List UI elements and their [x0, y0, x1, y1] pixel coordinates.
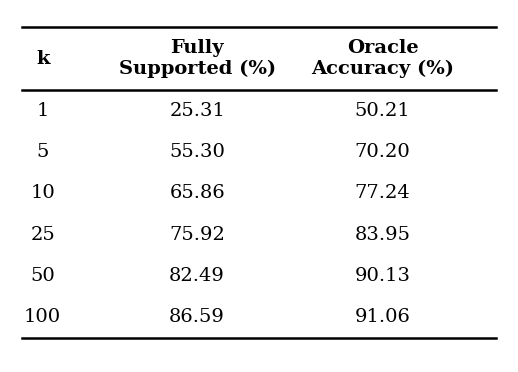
Text: 75.92: 75.92	[169, 226, 225, 244]
Text: 100: 100	[24, 308, 61, 327]
Text: 82.49: 82.49	[169, 267, 225, 285]
Text: 77.24: 77.24	[355, 185, 411, 202]
Text: 86.59: 86.59	[169, 308, 225, 327]
Text: 10: 10	[30, 185, 55, 202]
Text: 50: 50	[30, 267, 55, 285]
Text: Oracle
Accuracy (%): Oracle Accuracy (%)	[311, 39, 454, 78]
Text: 65.86: 65.86	[169, 185, 225, 202]
Text: 1: 1	[36, 102, 49, 120]
Text: 55.30: 55.30	[169, 143, 225, 161]
Text: 5: 5	[36, 143, 49, 161]
Text: 91.06: 91.06	[355, 308, 411, 327]
Text: 70.20: 70.20	[355, 143, 411, 161]
Text: 90.13: 90.13	[355, 267, 411, 285]
Text: 50.21: 50.21	[355, 102, 411, 120]
Text: Fully
Supported (%): Fully Supported (%)	[119, 39, 276, 78]
Text: 25: 25	[30, 226, 55, 244]
Text: 25.31: 25.31	[169, 102, 225, 120]
Text: k: k	[36, 49, 49, 68]
Text: 83.95: 83.95	[355, 226, 411, 244]
